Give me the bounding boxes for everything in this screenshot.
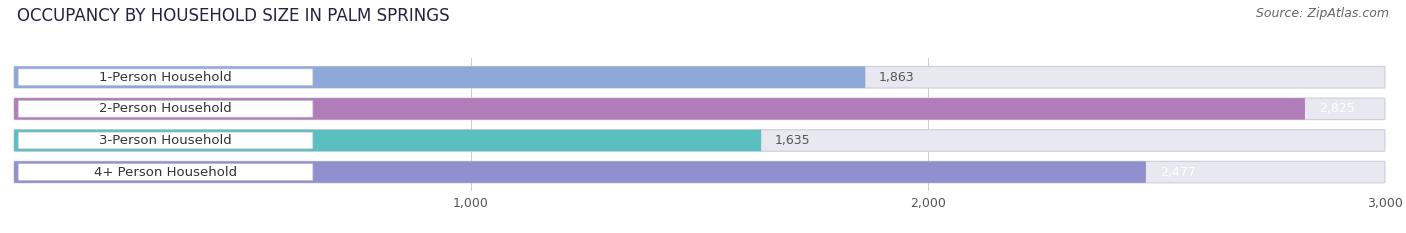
Text: 4+ Person Household: 4+ Person Household — [94, 166, 238, 178]
FancyBboxPatch shape — [14, 98, 1385, 120]
Text: 1-Person Household: 1-Person Household — [100, 71, 232, 84]
Text: 2-Person Household: 2-Person Household — [100, 102, 232, 115]
FancyBboxPatch shape — [14, 130, 761, 151]
FancyBboxPatch shape — [18, 100, 314, 117]
Text: 1,863: 1,863 — [879, 71, 915, 84]
Text: Source: ZipAtlas.com: Source: ZipAtlas.com — [1256, 7, 1389, 20]
FancyBboxPatch shape — [14, 130, 1385, 151]
FancyBboxPatch shape — [14, 66, 1385, 88]
FancyBboxPatch shape — [18, 69, 314, 86]
FancyBboxPatch shape — [14, 161, 1385, 183]
FancyBboxPatch shape — [14, 161, 1146, 183]
Text: 1,635: 1,635 — [775, 134, 810, 147]
Text: OCCUPANCY BY HOUSEHOLD SIZE IN PALM SPRINGS: OCCUPANCY BY HOUSEHOLD SIZE IN PALM SPRI… — [17, 7, 450, 25]
FancyBboxPatch shape — [14, 66, 865, 88]
Text: 2,825: 2,825 — [1319, 102, 1354, 115]
Text: 3-Person Household: 3-Person Household — [100, 134, 232, 147]
FancyBboxPatch shape — [14, 98, 1305, 120]
Text: 2,477: 2,477 — [1160, 166, 1195, 178]
FancyBboxPatch shape — [18, 164, 314, 181]
FancyBboxPatch shape — [18, 132, 314, 149]
